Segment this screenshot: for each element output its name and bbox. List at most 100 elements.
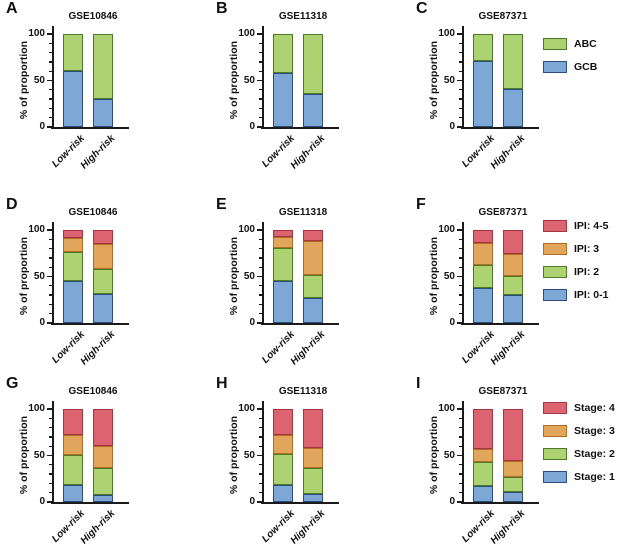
y-tick-major xyxy=(457,275,462,278)
chart-title: GSE11318 xyxy=(278,207,328,218)
y-tick-major xyxy=(47,454,52,457)
stacked-bar-low-risk xyxy=(473,34,493,127)
y-tick-label: 0 xyxy=(449,317,455,328)
legend-label: ABC xyxy=(574,38,597,50)
y-tick-minor xyxy=(459,51,462,54)
bar-segment xyxy=(63,435,83,456)
bar-segment xyxy=(303,274,323,298)
y-tick-minor xyxy=(259,266,262,268)
y-tick-label: 0 xyxy=(449,496,455,507)
y-tick-minor xyxy=(49,294,52,296)
stacked-bar-low-risk xyxy=(273,34,293,127)
y-tick-minor xyxy=(259,257,262,259)
y-tick-minor xyxy=(459,294,462,296)
y-tick-minor xyxy=(459,42,462,44)
y-tick-minor xyxy=(49,303,52,306)
y-tick-label: 0 xyxy=(39,496,45,507)
legend-stage: Stage: 4 Stage: 3 Stage: 2 Stage: 1 xyxy=(543,402,615,483)
bar-segment xyxy=(93,294,113,323)
y-tick-major xyxy=(47,408,52,410)
y-tick-major xyxy=(457,322,462,324)
bar-segment xyxy=(503,254,523,277)
y-tick-major xyxy=(257,33,262,35)
bar-segment xyxy=(273,281,293,323)
legend-item-stage-3: Stage: 3 xyxy=(543,425,615,437)
legend-swatch-stage-2 xyxy=(543,448,567,460)
stacked-bar-high-risk xyxy=(503,230,523,323)
y-tick-minor xyxy=(49,51,52,54)
panel-e: E GSE11318 % of proportion 0 50 100 Low-ris… xyxy=(212,196,394,376)
y-tick-major xyxy=(47,275,52,278)
y-tick-minor xyxy=(459,426,462,429)
panel-letter: A xyxy=(6,0,18,17)
y-tick-minor xyxy=(49,98,52,100)
chart-area: 0 50 100 Low-risk High-risk xyxy=(212,198,394,376)
bar-segment xyxy=(63,485,83,502)
y-axis xyxy=(262,222,264,324)
stacked-bar-high-risk xyxy=(303,34,323,127)
y-tick-minor xyxy=(259,42,262,44)
y-tick-minor xyxy=(49,492,52,494)
y-tick-label: 50 xyxy=(243,270,255,282)
y-tick-minor xyxy=(459,313,462,315)
chart-area: 0 50 100 Low-risk High-risk xyxy=(212,377,394,555)
bar-segment xyxy=(93,243,113,270)
chart-title: GSE11318 xyxy=(278,11,328,22)
bar-segment xyxy=(273,247,293,282)
y-tick-minor xyxy=(49,117,52,119)
y-tick-minor xyxy=(459,70,462,72)
bar-segment xyxy=(503,476,523,492)
y-tick-minor xyxy=(259,107,262,110)
y-tick-major xyxy=(257,454,262,457)
bar-segment xyxy=(63,230,83,239)
y-tick-label: 50 xyxy=(33,449,45,461)
y-tick-minor xyxy=(459,107,462,110)
bar-segment xyxy=(93,409,113,447)
y-tick-label: 0 xyxy=(39,317,45,328)
chart-area: 0 50 100 Low-risk High-risk xyxy=(212,2,394,180)
y-tick-label: 100 xyxy=(28,403,45,414)
y-tick-minor xyxy=(49,107,52,110)
bar-segment xyxy=(473,230,493,244)
stacked-bar-high-risk xyxy=(503,34,523,127)
chart-area: 0 50 100 Low-risk High-risk xyxy=(2,198,184,376)
y-tick-minor xyxy=(49,445,52,447)
y-tick-minor xyxy=(49,266,52,268)
bar-segment xyxy=(303,493,323,502)
y-tick-minor xyxy=(49,70,52,72)
panel-letter: F xyxy=(416,196,426,213)
legend-swatch-stage-3 xyxy=(543,425,567,437)
panel-letter: E xyxy=(216,196,227,213)
bar-segment xyxy=(273,485,293,502)
chart-area: 0 50 100 Low-risk High-risk xyxy=(2,2,184,180)
stacked-bar-high-risk xyxy=(303,230,323,323)
y-tick-minor xyxy=(259,294,262,296)
panel-c: C GSE87371 % of proportion 0 50 100 Low-ris… xyxy=(412,0,594,180)
bar-segment xyxy=(303,409,323,449)
stacked-bar-low-risk xyxy=(473,409,493,502)
bar-segment xyxy=(303,297,323,323)
bar-segment xyxy=(93,230,113,244)
bar-segment xyxy=(273,230,293,237)
y-tick-minor xyxy=(259,426,262,429)
legend-item-stage-4: Stage: 4 xyxy=(543,402,615,414)
panel-letter: B xyxy=(216,0,228,17)
y-tick-minor xyxy=(49,285,52,287)
y-tick-minor xyxy=(49,42,52,44)
panel-f: F GSE87371 % of proportion 0 50 100 Low-ris… xyxy=(412,196,594,376)
bar-segment xyxy=(273,409,293,436)
chart-title: GSE11318 xyxy=(278,386,328,397)
panel-d: D GSE10846 % of proportion 0 50 100 Low-ris… xyxy=(2,196,184,376)
legend-swatch-ipi-3 xyxy=(543,243,567,255)
y-tick-major xyxy=(47,126,52,128)
legend-item-ipi-3: IPI: 3 xyxy=(543,243,608,255)
bar-segment xyxy=(473,409,493,449)
y-tick-major xyxy=(47,33,52,35)
legend-ipi: IPI: 4-5 IPI: 3 IPI: 2 IPI: 0-1 xyxy=(543,220,608,301)
bar-segment xyxy=(473,265,493,288)
y-tick-minor xyxy=(459,417,462,419)
y-tick-minor xyxy=(259,51,262,54)
stacked-bar-low-risk xyxy=(63,230,83,323)
y-axis xyxy=(52,26,54,128)
y-tick-minor xyxy=(49,482,52,485)
